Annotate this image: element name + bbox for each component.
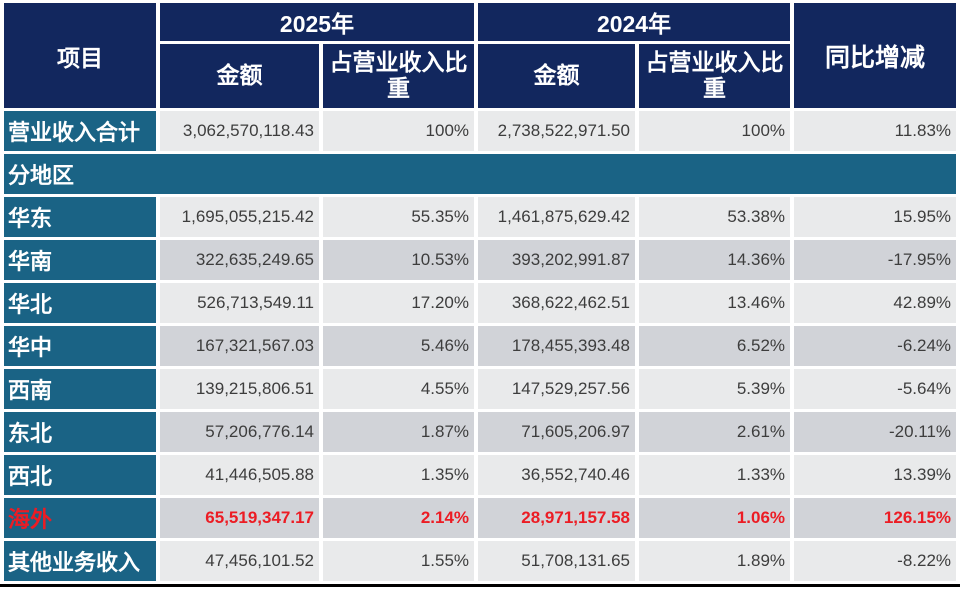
amount-2024-cell: 28,971,157.58 [478,498,636,538]
ratio-2025-cell: 10.53% [323,240,475,280]
amount-2025-cell: 47,456,101.52 [160,541,319,581]
ratio-2024-cell: 100% [639,111,791,151]
ratio-2025-cell: 1.35% [323,455,475,495]
column-header-amount-2024: 金额 [478,44,636,108]
yoy-cell: -8.22% [794,541,957,581]
ratio-2024-cell: 5.39% [639,369,791,409]
ratio-2024-cell: 53.38% [639,197,791,237]
yoy-cell: -5.64% [794,369,957,409]
yoy-cell: 15.95% [794,197,957,237]
row-label: 西北 [4,455,156,495]
amount-2024-cell: 36,552,740.46 [478,455,636,495]
amount-2024-cell: 178,455,393.48 [478,326,636,366]
table-row-overseas: 海外 65,519,347.17 2.14% 28,971,157.58 1.0… [4,498,957,538]
amount-2025-cell: 41,446,505.88 [160,455,319,495]
row-label: 华中 [4,326,156,366]
table-row-central-china: 华中 167,321,567.03 5.46% 178,455,393.48 6… [4,326,957,366]
column-header-yoy: 同比增减 [794,3,957,108]
yoy-cell: 11.83% [794,111,957,151]
column-header-ratio-2025: 占营业收入比重 [323,44,475,108]
row-label: 其他业务收入 [4,541,156,581]
yoy-cell: -6.24% [794,326,957,366]
amount-2024-cell: 393,202,991.87 [478,240,636,280]
row-label: 华南 [4,240,156,280]
table-row-other-business: 其他业务收入 47,456,101.52 1.55% 51,708,131.65… [4,541,957,581]
table-row-east-china: 华东 1,695,055,215.42 55.35% 1,461,875,629… [4,197,957,237]
row-label: 华东 [4,197,156,237]
amount-2024-cell: 368,622,462.51 [478,283,636,323]
amount-2025-cell: 139,215,806.51 [160,369,319,409]
row-label: 西南 [4,369,156,409]
amount-2025-cell: 57,206,776.14 [160,412,319,452]
amount-2024-cell: 51,708,131.65 [478,541,636,581]
header-row-years: 项目 2025年 2024年 同比增减 [4,3,957,108]
ratio-2024-cell: 2.61% [639,412,791,452]
table-row-south-china: 华南 322,635,249.65 10.53% 393,202,991.87 … [4,240,957,280]
amount-2024-cell: 71,605,206.97 [478,412,636,452]
amount-2025-cell: 1,695,055,215.42 [160,197,319,237]
amount-2024-cell: 147,529,257.56 [478,369,636,409]
yoy-cell: 126.15% [794,498,957,538]
amount-2024-cell: 1,461,875,629.42 [478,197,636,237]
yoy-cell: 42.89% [794,283,957,323]
ratio-2024-cell: 13.46% [639,283,791,323]
yoy-cell: 13.39% [794,455,957,495]
table-row-north-china: 华北 526,713,549.11 17.20% 368,622,462.51 … [4,283,957,323]
amount-2025-cell: 167,321,567.03 [160,326,319,366]
amount-2025-cell: 526,713,549.11 [160,283,319,323]
table-row-total-revenue: 营业收入合计 3,062,570,118.43 100% 2,738,522,9… [4,111,957,151]
ratio-2025-cell: 2.14% [323,498,475,538]
row-label: 营业收入合计 [4,111,156,151]
yoy-cell: -17.95% [794,240,957,280]
amount-2025-cell: 3,062,570,118.43 [160,111,319,151]
ratio-2025-cell: 4.55% [323,369,475,409]
ratio-2025-cell: 55.35% [323,197,475,237]
column-header-item: 项目 [4,3,156,108]
table-row-northwest: 西北 41,446,505.88 1.35% 36,552,740.46 1.3… [4,455,957,495]
amount-2025-cell: 322,635,249.65 [160,240,319,280]
row-label: 海外 [4,498,156,538]
ratio-2025-cell: 5.46% [323,326,475,366]
column-header-year-2024: 2024年 [478,3,791,41]
column-header-ratio-2024: 占营业收入比重 [639,44,791,108]
ratio-2024-cell: 1.89% [639,541,791,581]
row-label: 华北 [4,283,156,323]
ratio-2025-cell: 17.20% [323,283,475,323]
ratio-2024-cell: 1.06% [639,498,791,538]
yoy-cell: -20.11% [794,412,957,452]
table-row-northeast: 东北 57,206,776.14 1.87% 71,605,206.97 2.6… [4,412,957,452]
header-row-subcolumns: 金额 占营业收入比重 金额 占营业收入比重 [4,44,956,108]
row-label: 东北 [4,412,156,452]
ratio-2024-cell: 1.33% [639,455,791,495]
amount-2025-cell: 65,519,347.17 [160,498,319,538]
ratio-2024-cell: 14.36% [639,240,791,280]
ratio-2025-cell: 100% [323,111,475,151]
section-row-by-region: 分地区 [4,154,957,194]
ratio-2025-cell: 1.55% [323,541,475,581]
ratio-2025-cell: 1.87% [323,412,475,452]
amount-2024-cell: 2,738,522,971.50 [478,111,636,151]
table-row-southwest: 西南 139,215,806.51 4.55% 147,529,257.56 5… [4,369,957,409]
column-header-amount-2025: 金额 [160,44,319,108]
section-label: 分地区 [4,154,957,194]
ratio-2024-cell: 6.52% [639,326,791,366]
column-header-year-2025: 2025年 [160,3,475,41]
